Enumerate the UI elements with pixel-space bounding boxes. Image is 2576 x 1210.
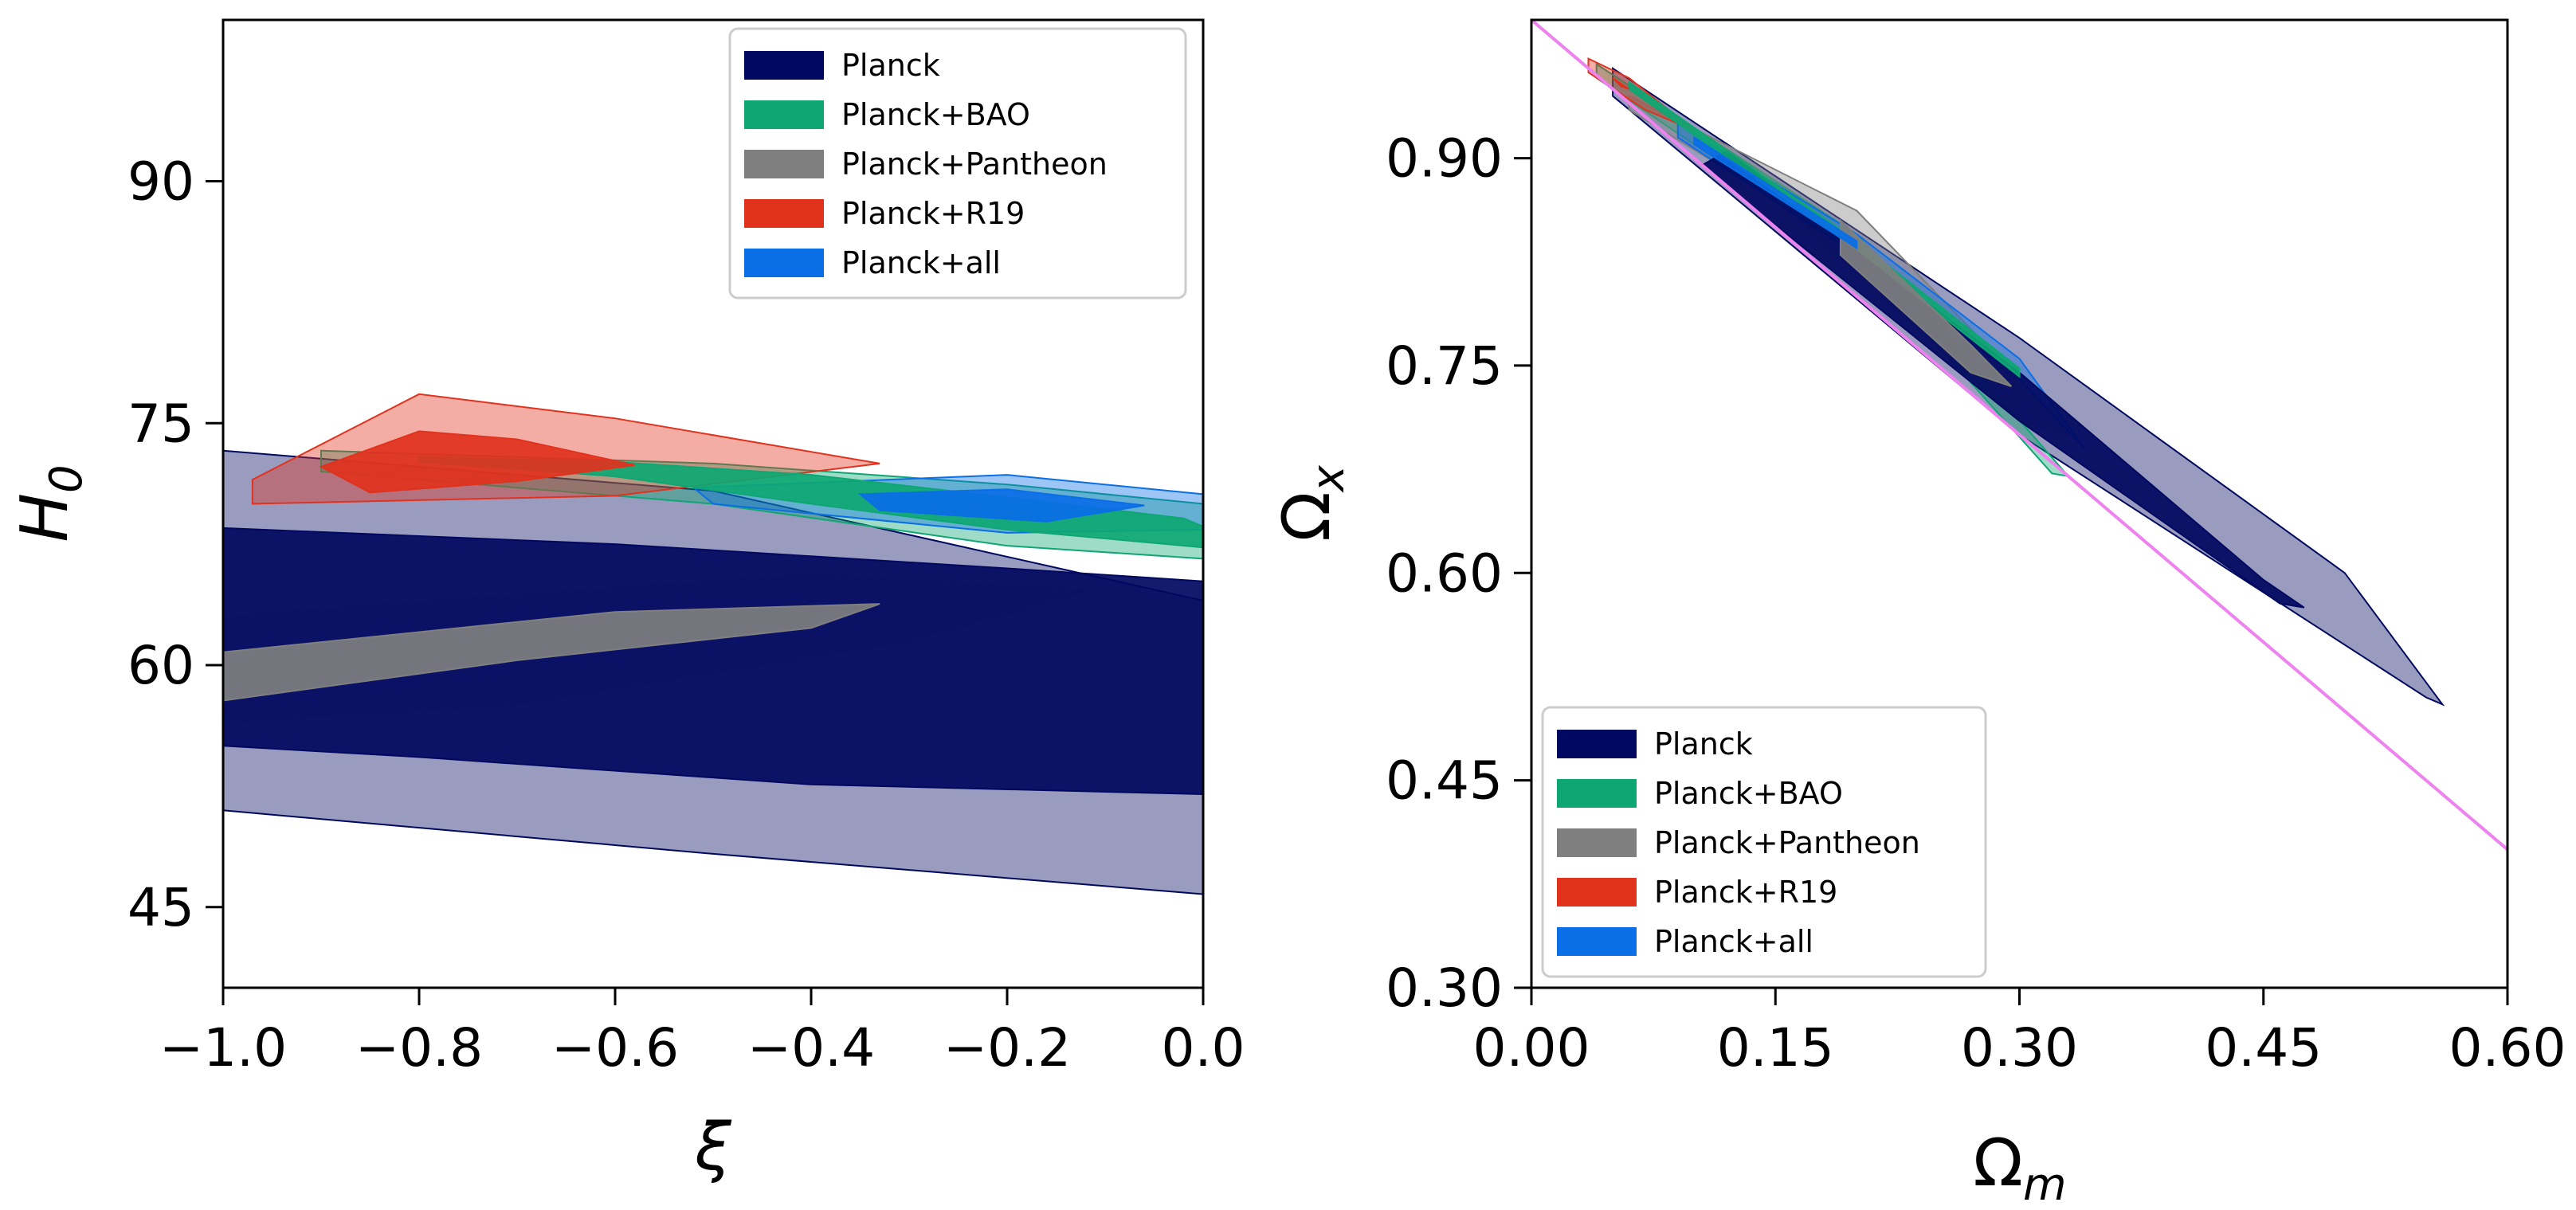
planck-bao-legend-label: Planck+BAO — [841, 97, 1030, 132]
planck-r19-legend-label: Planck+R19 — [841, 196, 1025, 231]
left-y-axis-label: H0 — [7, 464, 92, 542]
planck-legend-swatch — [744, 51, 824, 80]
planck-r19-legend-swatch — [744, 199, 824, 228]
planck-legend-label: Planck — [841, 48, 940, 83]
planck-r19-inner-contour — [1612, 77, 1630, 90]
y-tick-label: 90 — [127, 151, 194, 213]
x-tick-label: 0.00 — [1473, 1017, 1590, 1079]
planck-all-legend-label: Planck+all — [841, 245, 1001, 280]
left-legend: Planck Planck+BAO Planck+Pantheon Planck+R1… — [728, 27, 1187, 300]
left-x-ticks: −1.0 −0.8 −0.6 −0.4 −0.2 0.0 — [159, 988, 1245, 1079]
planck-legend-label: Planck — [1654, 726, 1753, 762]
planck-inner-contour — [223, 527, 1203, 796]
planck-all-legend-swatch — [1557, 927, 1637, 956]
x-tick-label: −0.4 — [747, 1017, 875, 1079]
right-legend: Planck Planck+BAO Planck+Pantheon Planck+R1… — [1541, 706, 1987, 978]
legend-box — [1541, 706, 1987, 978]
y-tick-label: 75 — [127, 393, 194, 454]
legend-box — [728, 27, 1187, 300]
planck-all-inner-contour — [1693, 135, 1858, 250]
left-axes-frame — [222, 18, 1205, 989]
left-chart-panel: −1.0 −0.8 −0.6 −0.4 −0.2 0.0 45 60 75 90 ξ H0 Pl… — [7, 18, 1245, 1185]
y-tick-label: 0.45 — [1386, 750, 1503, 812]
x-tick-label: −0.8 — [355, 1017, 483, 1079]
planck-pantheon-inner-contour — [1839, 218, 2013, 387]
x-tick-label: 0.60 — [2449, 1017, 2566, 1079]
planck-all-legend-swatch — [744, 249, 824, 277]
left-x-axis-label: ξ — [694, 1110, 732, 1185]
x-tick-label: −1.0 — [159, 1017, 287, 1079]
right-x-ticks: 0.00 0.15 0.30 0.45 0.60 — [1473, 988, 2566, 1079]
x-tick-label: 0.45 — [2205, 1017, 2322, 1079]
planck-r19-inner-contour — [319, 430, 635, 494]
right-y-ticks: 0.30 0.45 0.60 0.75 0.90 — [1386, 128, 1531, 1019]
y-tick-label: 60 — [127, 635, 194, 696]
planck-pantheon-legend-label: Planck+Pantheon — [1654, 825, 1920, 860]
planck-pantheon-legend-label: Planck+Pantheon — [841, 147, 1108, 182]
right-y-axis-label: Ωx — [1269, 464, 1355, 542]
planck-r19-legend-label: Planck+R19 — [1654, 875, 1837, 910]
x-tick-label: 0.15 — [1717, 1017, 1834, 1079]
right-contours — [1531, 20, 2507, 851]
planck-all-inner-contour — [857, 488, 1145, 523]
planck-bao-inner-contour — [418, 456, 1203, 549]
x-tick-label: 0.0 — [1162, 1017, 1245, 1079]
left-y-ticks: 45 60 75 90 — [127, 151, 223, 938]
y-tick-label: 0.75 — [1386, 335, 1503, 397]
y-tick-label: 45 — [127, 877, 194, 938]
reference-line — [1531, 20, 2507, 851]
planck-all-legend-label: Planck+all — [1654, 924, 1813, 959]
planck-legend-swatch — [1557, 730, 1637, 758]
planck-pantheon-legend-swatch — [744, 150, 824, 178]
y-tick-label: 0.60 — [1386, 542, 1503, 604]
y-tick-label: 0.30 — [1386, 957, 1503, 1019]
right-x-axis-label: Ωm — [1973, 1126, 2066, 1210]
x-tick-label: −0.2 — [943, 1017, 1071, 1079]
y-tick-label: 0.90 — [1386, 128, 1503, 190]
x-tick-label: 0.30 — [1961, 1017, 2078, 1079]
planck-bao-legend-swatch — [1557, 779, 1637, 808]
right-chart-panel: 0.00 0.15 0.30 0.45 0.60 0.30 0.45 0.60 0.75 0.9… — [1269, 18, 2566, 1210]
planck-pantheon-inner-contour — [223, 603, 880, 702]
planck-r19-legend-swatch — [1557, 878, 1637, 907]
planck-bao-legend-label: Planck+BAO — [1654, 776, 1843, 811]
left-contours — [223, 393, 1203, 895]
x-tick-label: −0.6 — [551, 1017, 679, 1079]
planck-bao-legend-swatch — [744, 100, 824, 129]
planck-pantheon-legend-swatch — [1557, 828, 1637, 857]
